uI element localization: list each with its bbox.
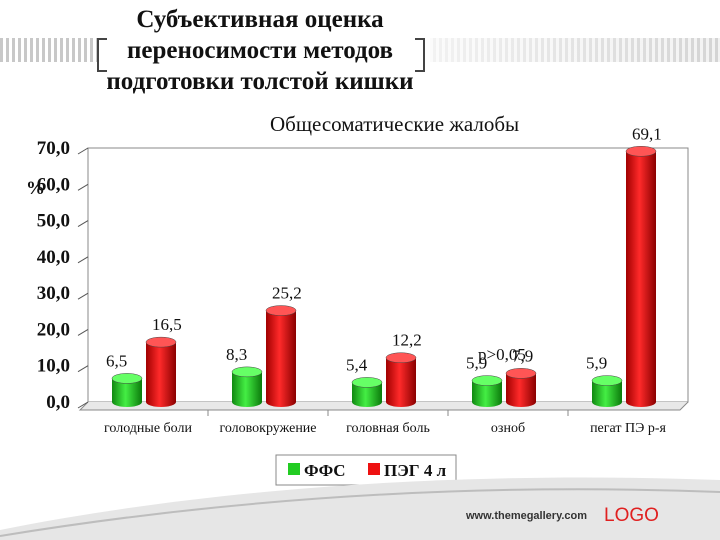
y-tick-mark — [77, 183, 89, 191]
bar-base — [112, 397, 142, 407]
x-tick-label: голодные боли — [104, 421, 192, 436]
bar-body — [626, 151, 656, 402]
bar-base — [626, 397, 656, 407]
bar-top — [591, 375, 623, 386]
x-tick-label: головокружение — [219, 421, 316, 436]
footer-swoosh — [0, 477, 720, 540]
legend-box — [275, 454, 457, 486]
y-tick-label: 30,0 — [37, 283, 70, 304]
bar-body — [592, 380, 622, 402]
title-bracket-right — [415, 38, 425, 72]
title-decoration-bar — [0, 38, 720, 62]
bar-body — [266, 310, 296, 402]
data-labels: 6,5 16,5 8,3 25,2 5,4 12,2 5,9 7,9 5,9 69,1 — [106, 124, 662, 374]
data-label: 7,9 — [512, 346, 533, 365]
title-bracket-left — [97, 38, 107, 72]
plot-floor — [78, 401, 689, 411]
y-tick-label: 0,0 — [46, 392, 70, 413]
bar-peg-4 — [625, 146, 657, 407]
data-label: 6,5 — [106, 351, 127, 370]
y-tick-mark — [77, 328, 89, 336]
y-axis-ticks: 0,0 10,0 20,0 30,0 40,0 50,0 60,0 70,0 — [37, 138, 89, 413]
y-tick-mark — [77, 256, 89, 264]
y-tick-mark — [77, 365, 89, 373]
bar-ffs-1 — [231, 366, 263, 407]
y-tick-label: 60,0 — [37, 174, 70, 195]
y-tick-mark — [77, 220, 89, 228]
bar-top — [385, 352, 417, 363]
y-tick-mark — [77, 292, 89, 300]
bar-base — [472, 397, 502, 407]
x-tick-label: пегат ПЭ р-я — [590, 421, 666, 436]
bar-top — [145, 336, 177, 348]
plot-area — [78, 147, 689, 411]
data-label: 12,2 — [392, 331, 422, 350]
bar-top — [111, 373, 143, 384]
data-label: 5,9 — [586, 354, 607, 373]
bar-top — [505, 368, 537, 379]
legend: ФФС ПЭГ 4 л — [275, 454, 457, 486]
x-tick-label: озноб — [491, 421, 525, 436]
footer-logo: LOGO — [604, 505, 659, 526]
y-tick-label: 40,0 — [37, 247, 70, 268]
data-label: 8,3 — [226, 345, 247, 364]
bar-top — [625, 146, 657, 157]
bar-chart: 0,0 10,0 20,0 30,0 40,0 50,0 60,0 70,0 6,5 16,5 8… — [26, 124, 689, 486]
legend-swatch — [368, 463, 380, 475]
bar-ffs-2 — [351, 377, 383, 407]
bar-base — [386, 397, 416, 407]
bar-base — [506, 397, 536, 407]
legend-entry: ПЭГ 4 л — [384, 461, 447, 480]
bar-base — [592, 397, 622, 407]
y-tick-label: 50,0 — [37, 211, 70, 232]
annotation-pvalue: p>0,05 — [478, 345, 526, 364]
bar-top — [265, 305, 297, 316]
bar-top — [231, 366, 263, 378]
slide-title: Субъективная оценка переносимости методо… — [106, 6, 414, 95]
bar-body — [472, 380, 502, 402]
bars-group — [111, 146, 657, 407]
bar-body — [112, 378, 142, 402]
y-axis-label: % — [26, 178, 45, 199]
bar-base — [146, 397, 176, 407]
bar-ffs-0 — [111, 373, 143, 407]
data-label: 69,1 — [632, 124, 662, 143]
bar-top — [351, 377, 383, 388]
bar-ffs-4 — [591, 375, 623, 407]
bar-body — [352, 382, 382, 402]
bar-peg-3 — [505, 368, 537, 407]
bar-peg-0 — [145, 336, 177, 407]
bar-base — [352, 397, 382, 407]
data-label: 25,2 — [272, 284, 302, 303]
data-label: 16,5 — [152, 315, 182, 334]
bar-peg-1 — [265, 305, 297, 407]
chart-subtitle: Общесоматические жалобы — [270, 112, 520, 136]
bar-top — [471, 375, 503, 386]
y-tick-mark — [77, 401, 89, 409]
legend-entry: ФФС — [304, 461, 345, 480]
decoration-stripe-left — [0, 38, 100, 62]
bar-peg-2 — [385, 352, 417, 407]
x-tick-label: головная боль — [346, 421, 430, 436]
y-tick-label: 10,0 — [37, 356, 70, 377]
bar-body — [146, 342, 176, 402]
decoration-stripe-right — [430, 38, 720, 62]
y-tick-label: 70,0 — [37, 138, 70, 159]
bar-base — [266, 397, 296, 407]
legend-swatch — [288, 463, 300, 475]
bar-base — [232, 397, 262, 407]
data-label: 5,9 — [466, 354, 487, 373]
y-tick-mark — [77, 147, 89, 155]
footer-url: www.themegallery.com — [466, 510, 588, 522]
data-label: 5,4 — [346, 355, 368, 374]
x-axis-categories: голодные боли головокружение головная боль… — [104, 410, 666, 436]
bar-body — [386, 357, 416, 402]
y-tick-label: 20,0 — [37, 319, 70, 340]
bar-ffs-3 — [471, 375, 503, 407]
